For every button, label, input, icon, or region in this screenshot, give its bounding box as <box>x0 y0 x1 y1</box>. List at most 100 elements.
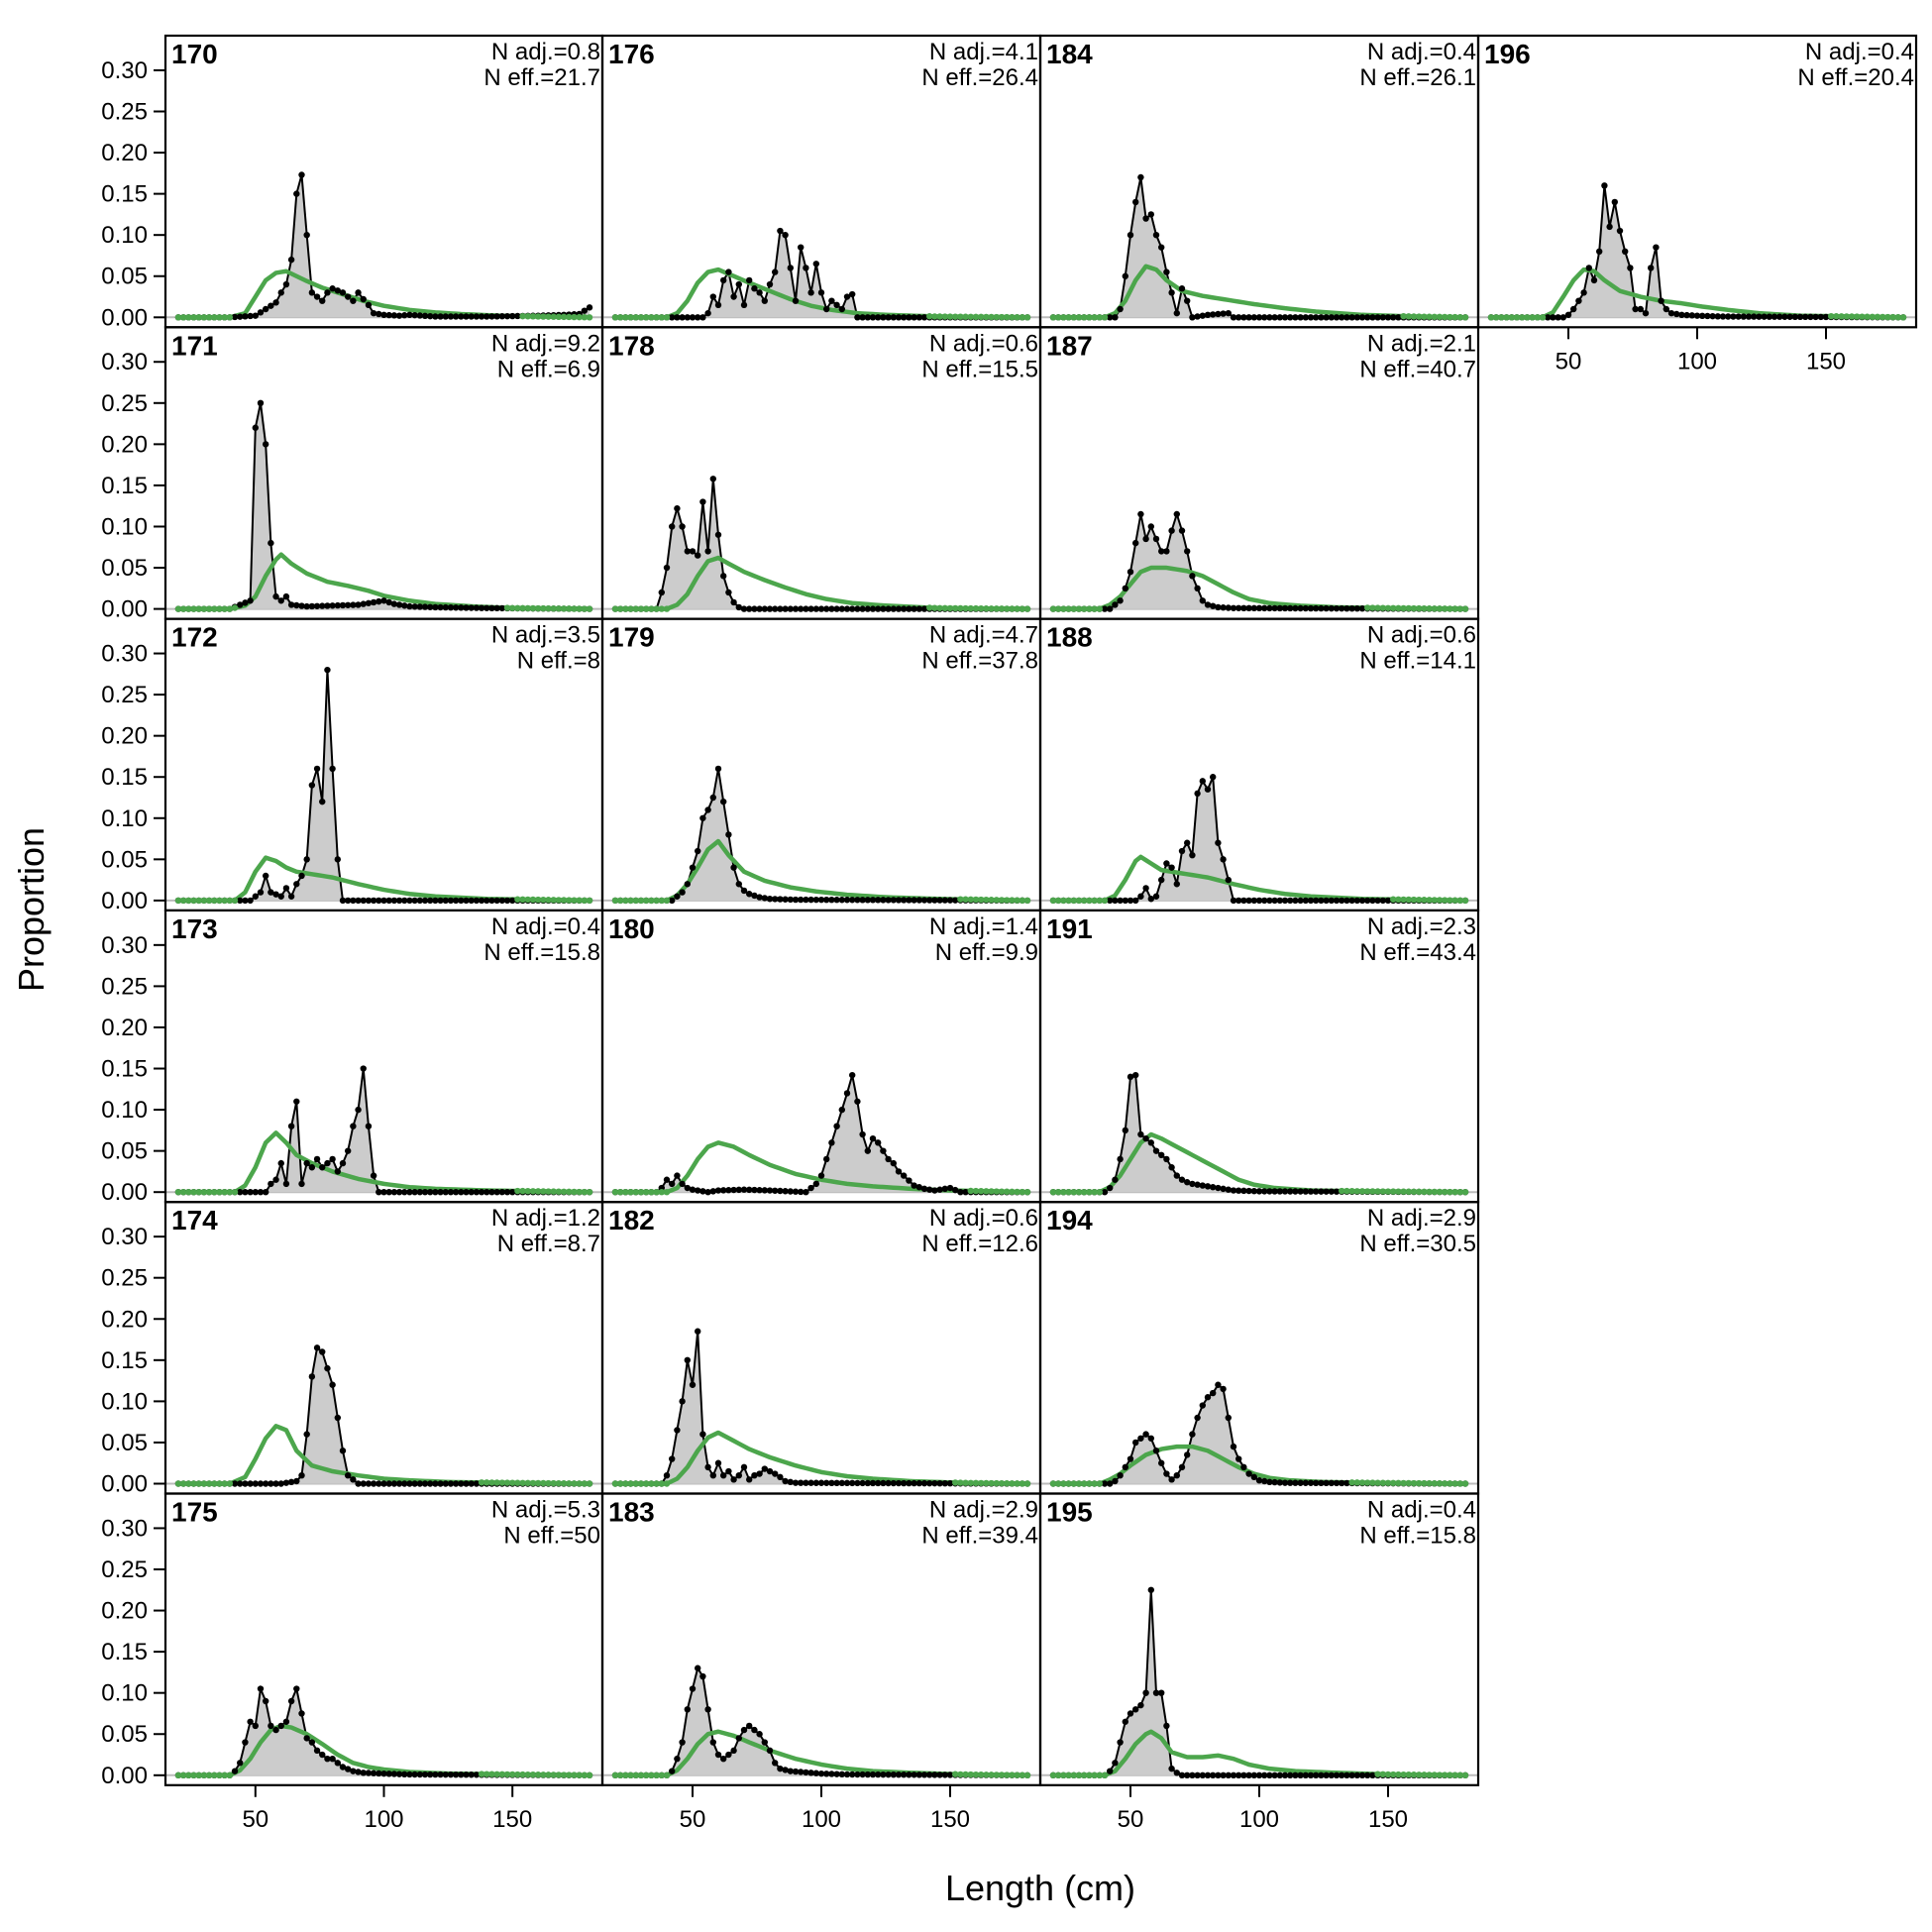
observed-points <box>174 399 593 612</box>
observed-point <box>1240 604 1247 612</box>
observed-point <box>1163 1722 1170 1730</box>
observed-point <box>1559 314 1567 321</box>
observed-point <box>1107 897 1114 905</box>
expected-point <box>1410 1771 1418 1778</box>
observed-point <box>1776 313 1783 320</box>
observed-point <box>355 1106 362 1114</box>
expected-point <box>1519 314 1526 321</box>
panel-id: 179 <box>608 622 655 653</box>
observed-point <box>1142 535 1149 543</box>
expected-point <box>1426 1479 1433 1487</box>
observed-point <box>1333 897 1341 905</box>
observed-point <box>684 1184 691 1192</box>
observed-point <box>344 1766 352 1772</box>
observed-point <box>1276 1771 1284 1779</box>
expected-point <box>498 1771 506 1778</box>
panel-id: 191 <box>1046 913 1093 944</box>
observed-point <box>1745 313 1753 320</box>
observed-point <box>390 897 398 905</box>
observed-point <box>885 314 892 321</box>
observed-point <box>1112 1176 1119 1183</box>
expected-line <box>615 1729 1028 1778</box>
observed-point <box>875 1479 882 1487</box>
observed-line <box>177 174 590 319</box>
expected-point <box>1004 1480 1011 1487</box>
observed-point <box>1266 1188 1273 1195</box>
expected-point <box>1086 314 1093 321</box>
expected-point <box>571 1771 578 1778</box>
observed-point <box>370 309 377 317</box>
x-tick-label: 150 <box>930 1806 970 1833</box>
expected-point <box>545 1771 552 1778</box>
panel-id: 170 <box>171 39 218 69</box>
expected-point <box>643 314 650 321</box>
expected-point <box>1884 313 1891 321</box>
expected-point <box>637 1480 645 1487</box>
observed-point <box>1802 313 1809 321</box>
observed-point <box>1137 510 1144 518</box>
observed-point <box>293 1685 300 1692</box>
panel-plot-area <box>1478 182 1916 321</box>
observed-point <box>1343 897 1350 905</box>
observed-point <box>334 856 342 863</box>
observed-point <box>437 1771 444 1778</box>
expected-point <box>1075 897 1083 905</box>
expected-point <box>1070 1189 1078 1196</box>
expected-point <box>1374 604 1381 611</box>
observed-point <box>1220 1771 1227 1779</box>
observed-point <box>503 1189 511 1196</box>
observed-point <box>324 1159 331 1167</box>
expected-point <box>1503 314 1510 321</box>
expected-point <box>617 314 624 321</box>
expected-point <box>1426 605 1433 612</box>
observed-point <box>869 314 877 321</box>
expected-point <box>529 1188 537 1195</box>
expected-point <box>550 897 557 904</box>
y-tick-label: 0.25 <box>101 1556 148 1583</box>
expected-point <box>611 1189 619 1196</box>
observed-point <box>237 601 244 608</box>
observed-point <box>385 1771 392 1777</box>
panel-195: 195 N adj.=0.4N eff.=15.8 <box>1038 1492 1480 1786</box>
observed-point <box>262 872 269 880</box>
panel-id: 174 <box>171 1205 218 1235</box>
expected-point <box>653 1771 660 1779</box>
observed-point <box>1178 1176 1186 1183</box>
expected-point <box>1055 1480 1062 1487</box>
observed-point <box>772 268 779 275</box>
observed-point <box>895 1771 903 1778</box>
panel-n-adj: N adj.=0.4 <box>1805 39 1914 65</box>
y-tick-label: 0.05 <box>101 555 148 582</box>
observed-point <box>247 312 254 320</box>
observed-point <box>1323 1479 1330 1487</box>
observed-point <box>247 897 254 905</box>
expected-line <box>1053 854 1466 904</box>
observed-point <box>421 1771 429 1778</box>
observed-point <box>725 831 732 838</box>
observed-point <box>437 1189 444 1196</box>
observed-point <box>1163 1470 1170 1477</box>
observed-point <box>514 312 521 320</box>
observed-point <box>1740 313 1748 320</box>
observed-point <box>1709 312 1716 320</box>
expected-point <box>1364 1479 1371 1486</box>
expected-point <box>195 605 202 612</box>
observed-point <box>1147 1435 1155 1442</box>
observed-point <box>447 1480 455 1487</box>
expected-point <box>1060 1480 1067 1487</box>
observed-point <box>751 1186 758 1194</box>
observed-point <box>247 1718 254 1725</box>
observed-point <box>350 1123 357 1129</box>
observed-point <box>401 897 408 905</box>
expected-point <box>658 1189 665 1196</box>
observed-area <box>615 768 1027 901</box>
expected-point <box>993 1479 1000 1487</box>
observed-point <box>237 1189 244 1196</box>
observed-point <box>1204 601 1212 608</box>
observed-point <box>287 1697 295 1705</box>
observed-point <box>1555 314 1561 321</box>
observed-point <box>833 1771 840 1777</box>
observed-point <box>1137 1701 1144 1709</box>
observed-point <box>293 190 300 197</box>
